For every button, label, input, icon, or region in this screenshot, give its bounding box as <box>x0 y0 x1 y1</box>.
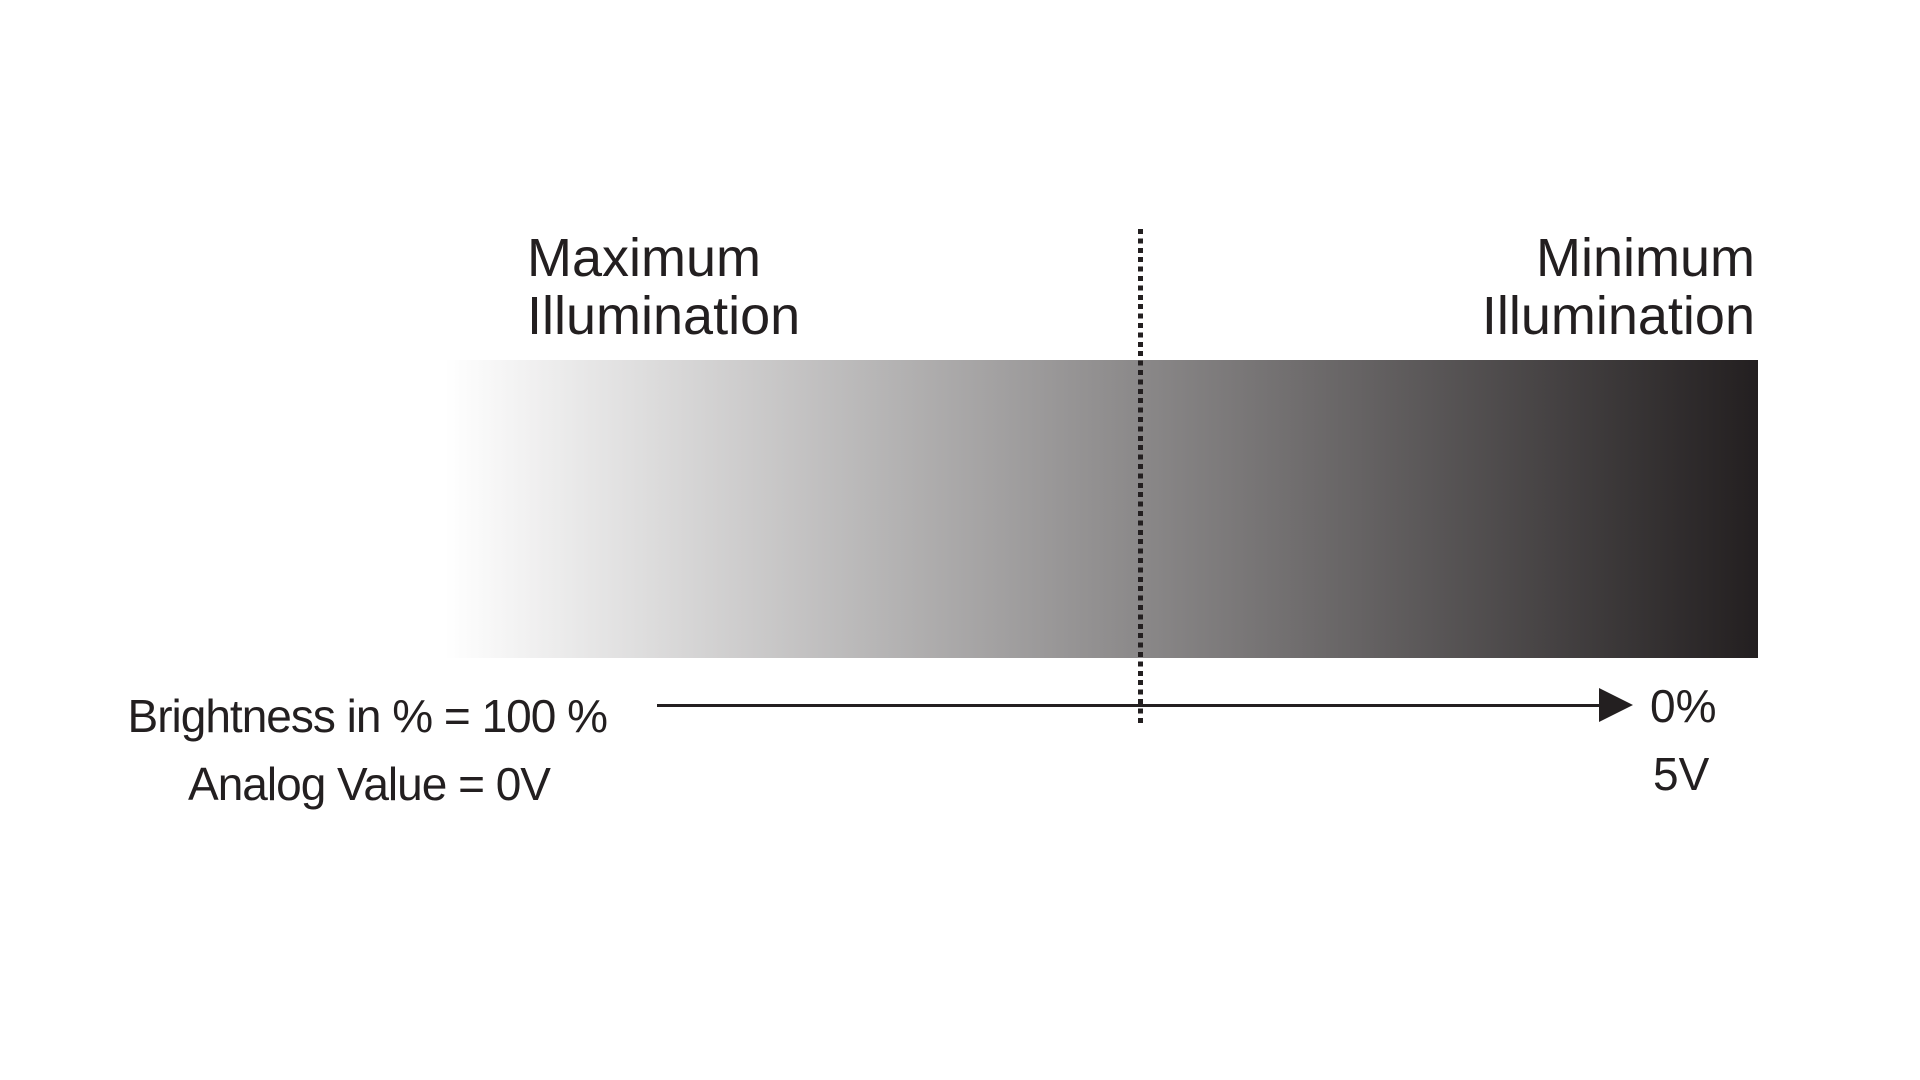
brightness-axis-line <box>657 704 1599 707</box>
min-illumination-line1: Minimum <box>1535 228 1755 288</box>
max-illumination-line2: Illumination <box>527 286 801 346</box>
min-illumination-label: Minimum Illumination <box>1482 229 1755 345</box>
dotted-divider-line <box>1138 229 1143 723</box>
illumination-gradient-bar <box>445 360 1758 658</box>
brightness-axis-arrowhead-icon <box>1599 688 1633 722</box>
max-illumination-label: Maximum Illumination <box>527 229 800 345</box>
analog-value-label: Analog Value = 0V <box>188 758 551 810</box>
brightness-percent-label: Brightness in % = 100 % <box>127 690 608 742</box>
min-illumination-line2: Illumination <box>1481 286 1755 346</box>
zero-percent-label: 0% <box>1650 680 1717 732</box>
max-illumination-line1: Maximum <box>527 228 762 288</box>
five-volt-label: 5V <box>1653 748 1710 800</box>
